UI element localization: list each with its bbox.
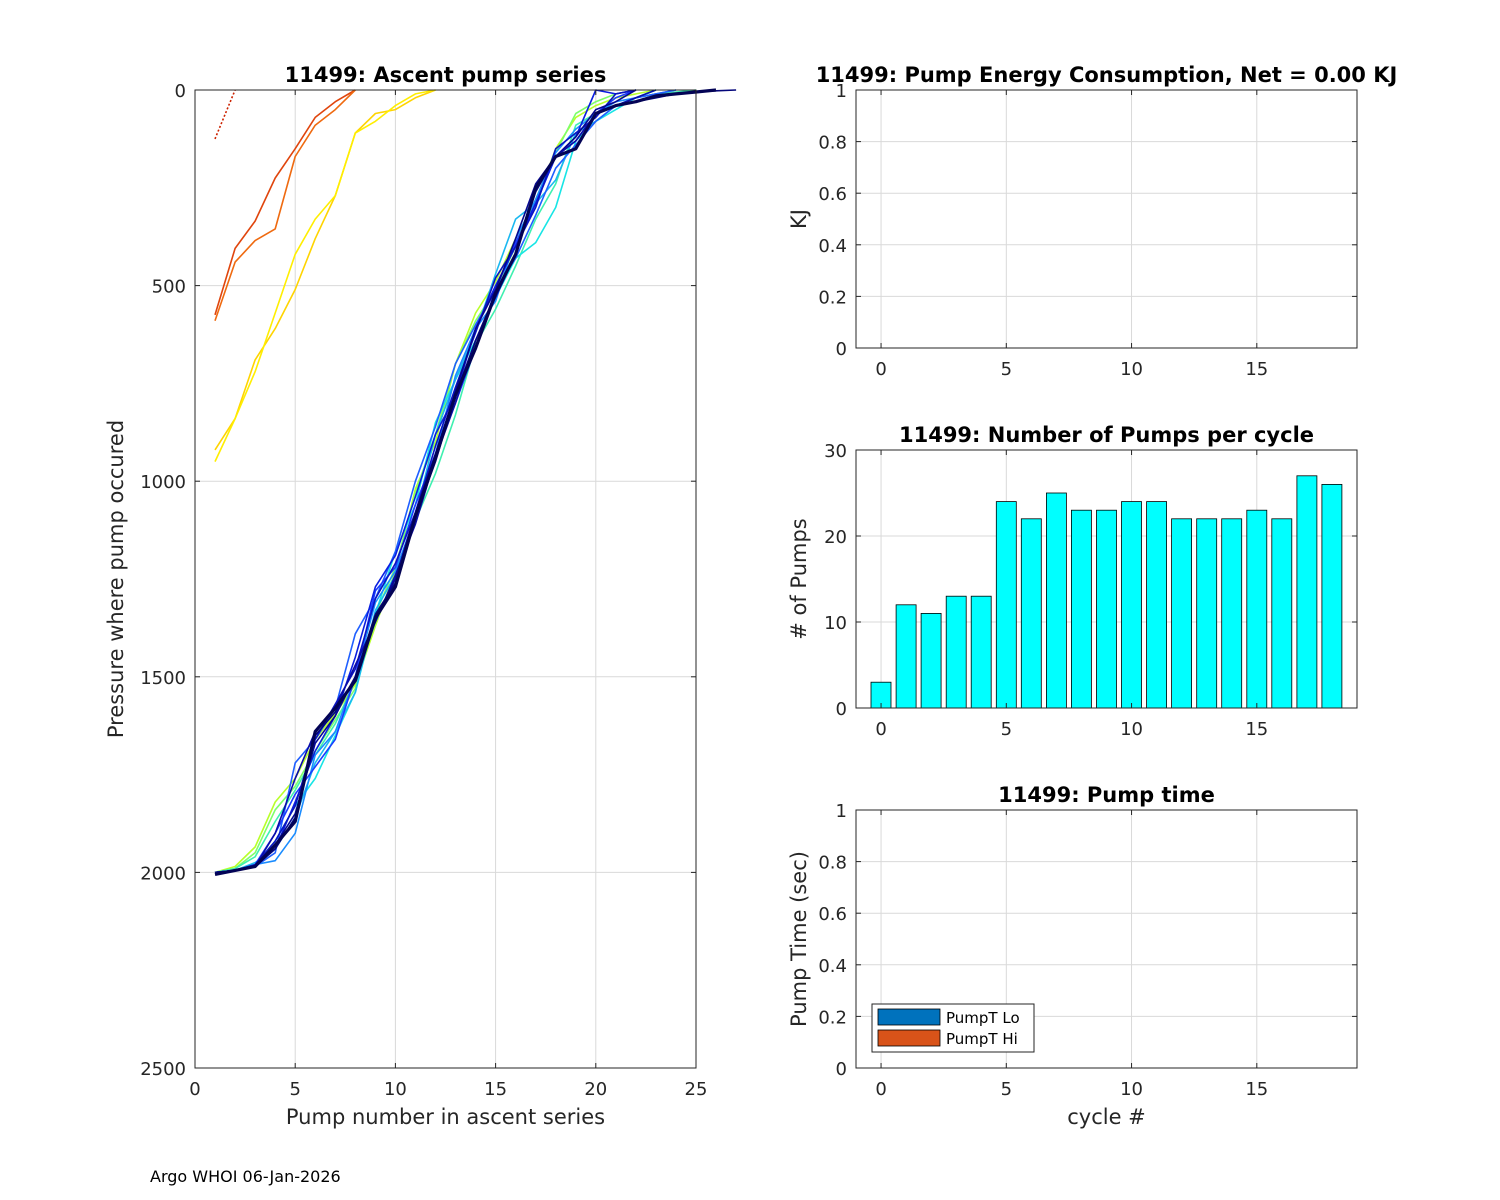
bar-cycle-1 — [895, 604, 917, 709]
bar-cycle-10 — [1121, 501, 1142, 709]
ptime-xtick-label: 0 — [875, 1079, 886, 1100]
footer-credit: Argo WHOI 06-Jan-2026 — [150, 1167, 341, 1186]
ptime-chart: 0 5 10 15 0 0.2 0.4 0.6 0.8 1 11499: Pump time cycl… — [787, 783, 1358, 1129]
energy-ylabel: KJ — [787, 209, 811, 229]
energy-ytick-label: 0.2 — [818, 287, 847, 308]
ptime-xtick-label: 10 — [1120, 1079, 1143, 1100]
series-line-2 — [214, 89, 356, 322]
pumps-title: 11499: Number of Pumps per cycle — [899, 423, 1314, 447]
bar-cycle-11 — [1146, 501, 1167, 709]
series-line-18 — [214, 88, 717, 876]
series-line-5 — [214, 89, 657, 874]
bar-cycle-2 — [920, 613, 942, 709]
bar-cycle-14 — [1221, 518, 1243, 709]
ptime-axes-frame — [855, 809, 1358, 1069]
legend-label: PumpT Lo — [946, 1009, 1020, 1027]
pumps-axes-frame — [855, 449, 1358, 709]
bar-cycle-5 — [995, 501, 1017, 709]
pumps-xtick-label: 15 — [1245, 719, 1268, 740]
ptime-ytick-label: 0 — [836, 1059, 847, 1080]
pumps-ylabel: # of Pumps — [787, 518, 811, 640]
legend-swatch — [877, 1029, 941, 1047]
ascent-ytick-label: 2500 — [140, 1059, 186, 1080]
pumps-ytick-label: 30 — [824, 441, 847, 462]
ascent-ylabel: Pressure where pump occured — [104, 420, 128, 738]
bar-cycle-8 — [1071, 509, 1092, 709]
pumps-ytick-label: 0 — [836, 699, 847, 720]
legend-swatch — [877, 1008, 941, 1026]
energy-ytick-label: 1 — [836, 81, 847, 102]
bar-cycle-6 — [1020, 518, 1042, 709]
bar-cycle-9 — [1096, 509, 1117, 709]
ascent-chart: 0 5 10 15 20 25 0 500 1000 1500 2000 2500 11499: Asc… — [104, 63, 737, 1129]
series-line-1 — [214, 89, 356, 316]
pumps-ytick-label: 10 — [824, 613, 847, 634]
series-line-0 — [214, 89, 236, 140]
pumps-chart: 0 5 10 15 0 10 20 30 11499: Number of Pumps per … — [787, 423, 1358, 740]
energy-xtick-label: 15 — [1245, 359, 1268, 380]
bar-cycle-15 — [1246, 509, 1268, 709]
bar-cycle-3 — [945, 595, 967, 709]
pumps-xtick-label: 10 — [1120, 719, 1143, 740]
legend-label: PumpT Hi — [946, 1030, 1018, 1048]
ascent-xtick-label: 5 — [289, 1079, 300, 1100]
energy-title: 11499: Pump Energy Consumption, Net = 0.… — [816, 63, 1398, 87]
energy-xtick-label: 0 — [875, 359, 886, 380]
bar-cycle-16 — [1271, 518, 1293, 709]
energy-ytick-label: 0.4 — [818, 236, 847, 257]
ascent-axes-frame — [194, 89, 697, 1069]
series-line-11 — [214, 89, 677, 874]
ptime-xlabel: cycle # — [1067, 1105, 1146, 1129]
ptime-ylabel: Pump Time (sec) — [787, 851, 811, 1027]
ptime-xtick-label: 5 — [1001, 1079, 1012, 1100]
ptime-xtick-label: 15 — [1245, 1079, 1268, 1100]
bar-cycle-7 — [1046, 492, 1067, 709]
pumps-xtick-label: 0 — [875, 719, 886, 740]
ascent-xtick-label: 15 — [484, 1079, 507, 1100]
energy-ytick-label: 0 — [836, 339, 847, 360]
energy-xtick-label: 5 — [1001, 359, 1012, 380]
series-line-14 — [214, 89, 637, 874]
ascent-title: 11499: Ascent pump series — [285, 63, 607, 87]
ptime-ytick-label: 0.2 — [818, 1007, 847, 1028]
ascent-ytick-label: 1500 — [140, 668, 186, 689]
ascent-xlabel: Pump number in ascent series — [286, 1105, 605, 1129]
pumps-xtick-label: 5 — [1001, 719, 1012, 740]
ptime-legend: PumpT Lo PumpT Hi — [871, 1003, 1035, 1053]
energy-ytick-label: 0.8 — [818, 133, 847, 154]
ascent-ytick-label: 0 — [175, 81, 186, 102]
ptime-title: 11499: Pump time — [998, 783, 1215, 807]
bar-cycle-18 — [1321, 483, 1343, 709]
ptime-ytick-label: 1 — [836, 801, 847, 822]
bar-cycle-17 — [1296, 475, 1318, 709]
bar-cycle-12 — [1171, 518, 1192, 709]
ascent-plot-area — [195, 90, 696, 1068]
ptime-ytick-label: 0.8 — [818, 853, 847, 874]
ascent-ytick-label: 500 — [152, 277, 186, 298]
energy-plot-area — [856, 90, 1357, 348]
ptime-ytick-label: 0.4 — [818, 956, 847, 977]
energy-axes-frame — [855, 89, 1358, 349]
ascent-xtick-label: 25 — [685, 1079, 708, 1100]
ascent-xtick-label: 0 — [189, 1079, 200, 1100]
pumps-ytick-label: 20 — [824, 527, 847, 548]
energy-xtick-label: 10 — [1120, 359, 1143, 380]
energy-ytick-label: 0.6 — [818, 184, 847, 205]
bar-cycle-13 — [1196, 518, 1218, 709]
series-line-3 — [214, 89, 436, 451]
bar-cycle-4 — [970, 595, 992, 709]
ascent-xtick-label: 10 — [384, 1079, 407, 1100]
ascent-ytick-label: 1000 — [140, 472, 186, 493]
series-line-4 — [214, 89, 436, 462]
ascent-ytick-label: 2000 — [140, 863, 186, 884]
ptime-ytick-label: 0.6 — [818, 904, 847, 925]
ascent-xtick-label: 20 — [584, 1079, 607, 1100]
